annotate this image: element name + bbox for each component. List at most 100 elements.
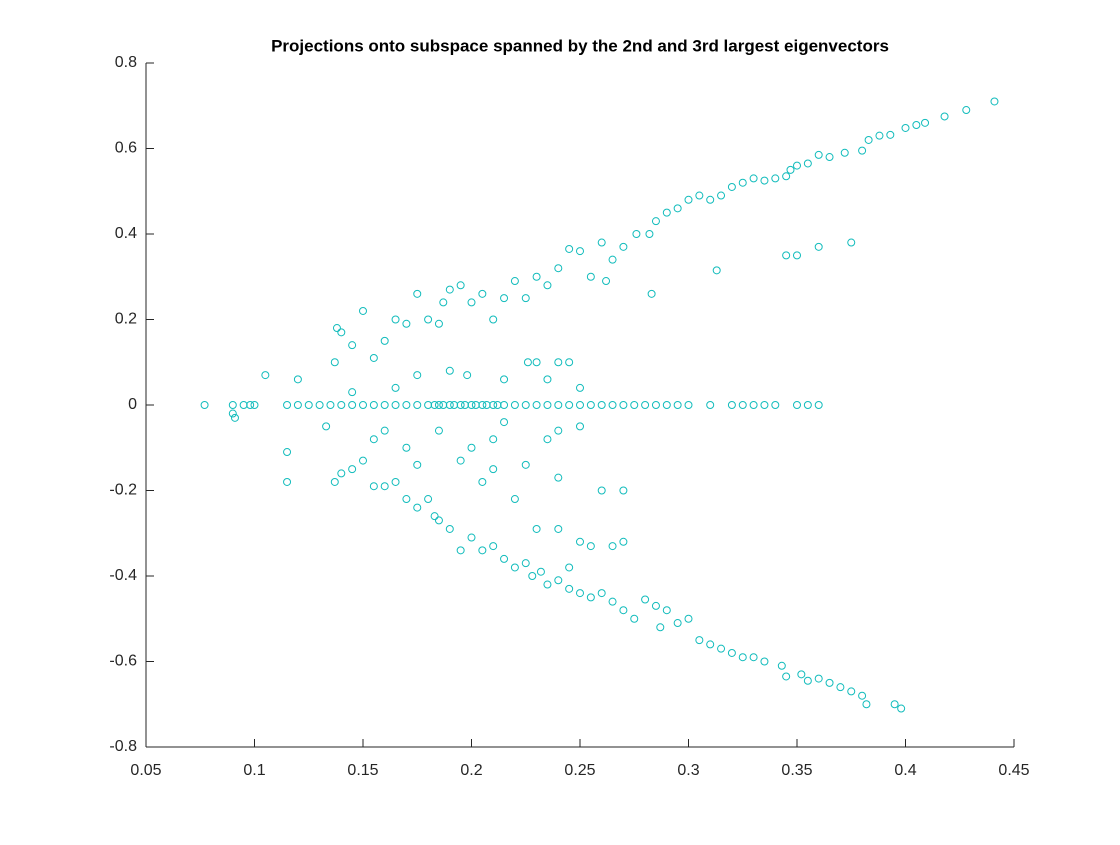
- point: [510, 495, 519, 504]
- point: [825, 678, 834, 687]
- point: [456, 281, 465, 290]
- point: [608, 401, 617, 409]
- point: [641, 401, 650, 409]
- point: [597, 401, 606, 409]
- point: [460, 401, 469, 409]
- point: [478, 289, 487, 298]
- y-tick-label: -0.8: [109, 738, 137, 755]
- point: [482, 401, 491, 409]
- point: [840, 148, 849, 157]
- point: [359, 401, 367, 409]
- point: [413, 289, 422, 298]
- point: [239, 401, 248, 409]
- point: [430, 401, 439, 409]
- x-tick-label: 0.3: [677, 762, 699, 779]
- point: [814, 674, 823, 683]
- point: [434, 426, 443, 435]
- point: [391, 315, 400, 324]
- y-tick-label: 0: [128, 396, 137, 413]
- point: [543, 401, 552, 409]
- y-tick-label: 0.2: [115, 311, 137, 328]
- point: [434, 401, 443, 409]
- x-tick-label: 0.35: [781, 762, 812, 779]
- point: [543, 580, 552, 589]
- point: [782, 251, 791, 260]
- point: [456, 546, 465, 555]
- point: [749, 401, 758, 409]
- point: [434, 319, 443, 328]
- point: [500, 554, 509, 563]
- point: [467, 533, 476, 542]
- point: [521, 294, 530, 303]
- point: [586, 593, 595, 602]
- point: [348, 465, 357, 474]
- point: [651, 217, 660, 226]
- point: [858, 146, 867, 155]
- point: [647, 289, 656, 298]
- point: [413, 371, 422, 380]
- point: [337, 401, 346, 409]
- point: [467, 298, 476, 307]
- point: [554, 473, 563, 482]
- point: [500, 401, 509, 409]
- y-tick-label: -0.2: [109, 482, 137, 499]
- y-tick-label: -0.4: [109, 567, 137, 584]
- point: [439, 298, 448, 307]
- point: [632, 230, 641, 238]
- point: [814, 242, 823, 251]
- x-tick-label: 0.4: [894, 762, 916, 779]
- point: [521, 460, 530, 469]
- point: [717, 191, 726, 200]
- point: [489, 465, 498, 474]
- point: [695, 636, 704, 645]
- point: [330, 358, 339, 367]
- point: [532, 358, 541, 367]
- point: [662, 606, 671, 615]
- point: [576, 247, 584, 256]
- point: [315, 401, 324, 409]
- point: [348, 388, 357, 397]
- point: [836, 683, 845, 692]
- point: [445, 285, 454, 294]
- point: [847, 687, 856, 696]
- point: [413, 460, 422, 469]
- point: [380, 336, 389, 345]
- point: [554, 426, 563, 435]
- point: [738, 401, 747, 409]
- x-tick-label: 0.2: [460, 762, 482, 779]
- point: [456, 456, 465, 465]
- point: [727, 401, 736, 409]
- point: [369, 353, 378, 362]
- x-tick-label: 0.1: [243, 762, 265, 779]
- point: [619, 486, 628, 495]
- point: [330, 477, 339, 486]
- point: [348, 341, 357, 350]
- point: [641, 595, 650, 604]
- y-tick-label: -0.6: [109, 653, 137, 670]
- point: [890, 700, 899, 709]
- point: [536, 567, 545, 576]
- point: [478, 546, 487, 555]
- point: [434, 516, 443, 525]
- point: [695, 191, 704, 200]
- point: [445, 524, 454, 533]
- point: [619, 242, 628, 251]
- point: [673, 619, 682, 628]
- point: [413, 401, 422, 409]
- point: [990, 97, 999, 106]
- point: [576, 537, 584, 546]
- point: [369, 401, 378, 409]
- point: [565, 401, 574, 409]
- x-tick-label: 0.45: [998, 762, 1029, 779]
- point: [261, 371, 270, 380]
- point: [814, 401, 823, 409]
- point: [554, 358, 563, 367]
- point: [597, 486, 606, 495]
- point: [760, 401, 769, 409]
- point: [439, 401, 448, 409]
- point: [912, 120, 921, 129]
- point: [528, 572, 537, 580]
- point: [380, 401, 389, 409]
- point: [565, 563, 574, 572]
- point: [706, 401, 715, 409]
